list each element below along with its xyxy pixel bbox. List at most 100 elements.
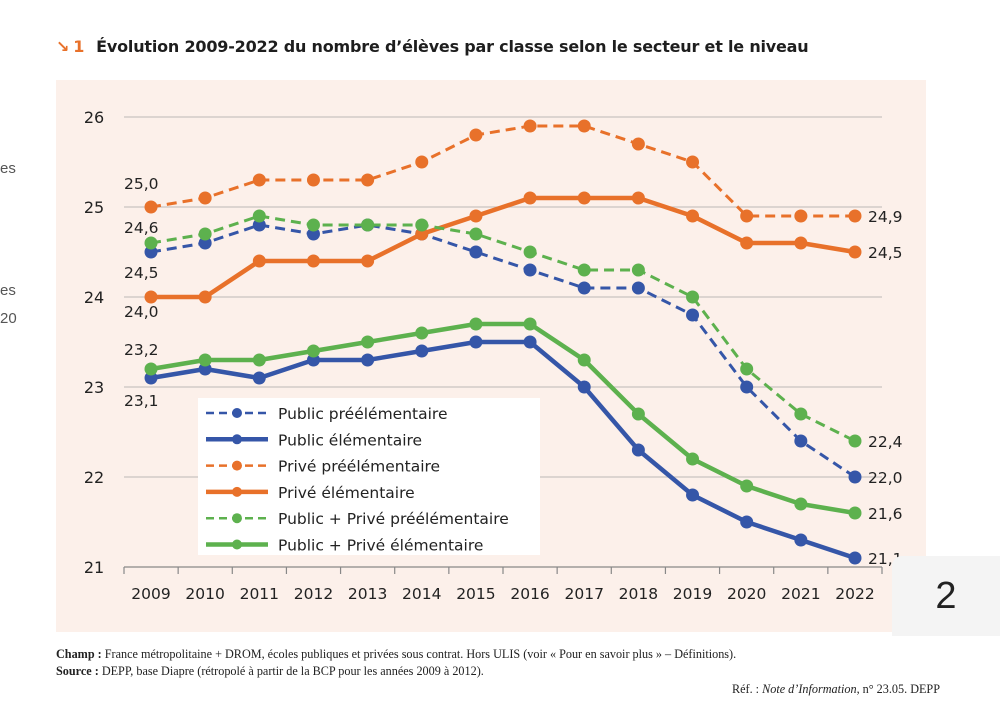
data-point [252, 218, 266, 232]
data-point [577, 353, 591, 367]
data-point [794, 497, 808, 511]
data-point [740, 380, 754, 394]
data-point [740, 515, 754, 529]
y-tick-label: 21 [84, 558, 104, 577]
data-point [631, 263, 645, 277]
data-point [577, 263, 591, 277]
data-point [686, 209, 700, 223]
data-point [631, 137, 645, 151]
data-point [631, 191, 645, 205]
series-line-4 [150, 214, 856, 443]
page-number-badge: 2 [892, 556, 1000, 636]
chart-notes: Champ : France métropolitaine + DROM, éc… [56, 646, 736, 680]
data-point [523, 119, 537, 133]
data-point [144, 290, 158, 304]
data-point [198, 236, 212, 250]
series-line-1 [150, 339, 856, 561]
data-point [252, 173, 266, 187]
data-point [198, 353, 212, 367]
data-point [577, 380, 591, 394]
legend-entry-label: Public élémentaire [278, 431, 422, 449]
ref-org: DEPP [910, 682, 940, 696]
data-point [252, 254, 266, 268]
data-point [361, 335, 375, 349]
source-label: Source : [56, 664, 99, 678]
data-point [577, 119, 591, 133]
x-tick-label: 2018 [619, 585, 658, 603]
legend-swatch-marker [232, 408, 242, 418]
x-tick-label: 2013 [348, 585, 387, 603]
data-point [794, 407, 808, 421]
data-point [198, 290, 212, 304]
y-tick-label: 25 [84, 198, 104, 217]
data-point [740, 479, 754, 493]
data-point [523, 335, 537, 349]
data-point [631, 281, 645, 295]
data-point [361, 218, 375, 232]
data-point [144, 371, 158, 385]
x-tick-label: 2016 [510, 585, 549, 603]
figure-number: 1 [73, 37, 85, 56]
legend-swatch-marker [232, 434, 242, 445]
x-tick-label: 2022 [835, 585, 874, 603]
scope-text: France métropolitaine + DROM, écoles pub… [101, 647, 737, 661]
scope-label: Champ : [56, 647, 102, 661]
data-point [415, 326, 429, 340]
data-point [198, 227, 212, 241]
data-point [577, 281, 591, 295]
source-note: Source : DEPP, base Diapre (rétropolé à … [56, 663, 736, 680]
figure-title-text: Évolution 2009-2022 du nombre d’élèves p… [96, 37, 809, 56]
data-point [469, 245, 483, 259]
data-point [198, 191, 212, 205]
end-value-label: 24,9 [868, 208, 903, 226]
end-value-label: 22,4 [868, 433, 903, 451]
x-tick-label: 2009 [131, 585, 170, 603]
cropped-text-fragment: 20 [0, 310, 17, 327]
data-point [252, 209, 266, 223]
start-value-label: 24,0 [124, 303, 159, 321]
data-point [740, 209, 754, 223]
source-text: DEPP, base Diapre (rétropolé à partir de… [98, 664, 484, 678]
x-tick-label: 2012 [294, 585, 333, 603]
data-point [686, 308, 700, 322]
data-point [469, 335, 483, 349]
data-point [848, 209, 862, 223]
data-point [848, 506, 862, 520]
data-point [848, 551, 862, 565]
data-point [686, 488, 700, 502]
data-point [415, 218, 429, 232]
data-point [252, 371, 266, 385]
data-point [740, 236, 754, 250]
scope-note: Champ : France métropolitaine + DROM, éc… [56, 646, 736, 663]
end-value-label: 22,0 [868, 469, 903, 487]
data-point [740, 362, 754, 376]
data-point [523, 263, 537, 277]
data-point [523, 191, 537, 205]
data-point [415, 227, 429, 241]
x-tick-label: 2015 [456, 585, 495, 603]
data-point [469, 227, 483, 241]
chart-panel: 21 22 23 24 25 26 2009 2010 2011 2012 2013 2014 2015… [56, 80, 926, 632]
series-line-3 [151, 195, 856, 300]
data-point [686, 290, 700, 304]
ref-publication: Note d’Information [762, 682, 857, 696]
legend-entry-label: Privé préélémentaire [278, 458, 440, 476]
x-tick-label: 2014 [402, 585, 441, 603]
legend-swatch-marker [232, 486, 242, 497]
data-point [306, 227, 320, 241]
cropped-text-fragment: es [0, 160, 16, 177]
data-point [794, 533, 808, 547]
data-point [794, 209, 808, 223]
figure-title: ↘ 1 Évolution 2009-2022 du nombre d’élèves… [56, 37, 809, 56]
data-point [794, 236, 808, 250]
y-tick-label: 24 [84, 288, 104, 307]
data-point [361, 353, 375, 367]
data-point [415, 155, 429, 169]
start-value-label: 24,6 [124, 219, 159, 237]
y-tick-label: 23 [84, 378, 104, 397]
end-value-label: 21,6 [868, 505, 903, 523]
ref-number: , n° 23.05. [856, 682, 911, 696]
data-point [523, 245, 537, 259]
data-point [686, 155, 700, 169]
cropped-text-fragment: es [0, 282, 16, 299]
